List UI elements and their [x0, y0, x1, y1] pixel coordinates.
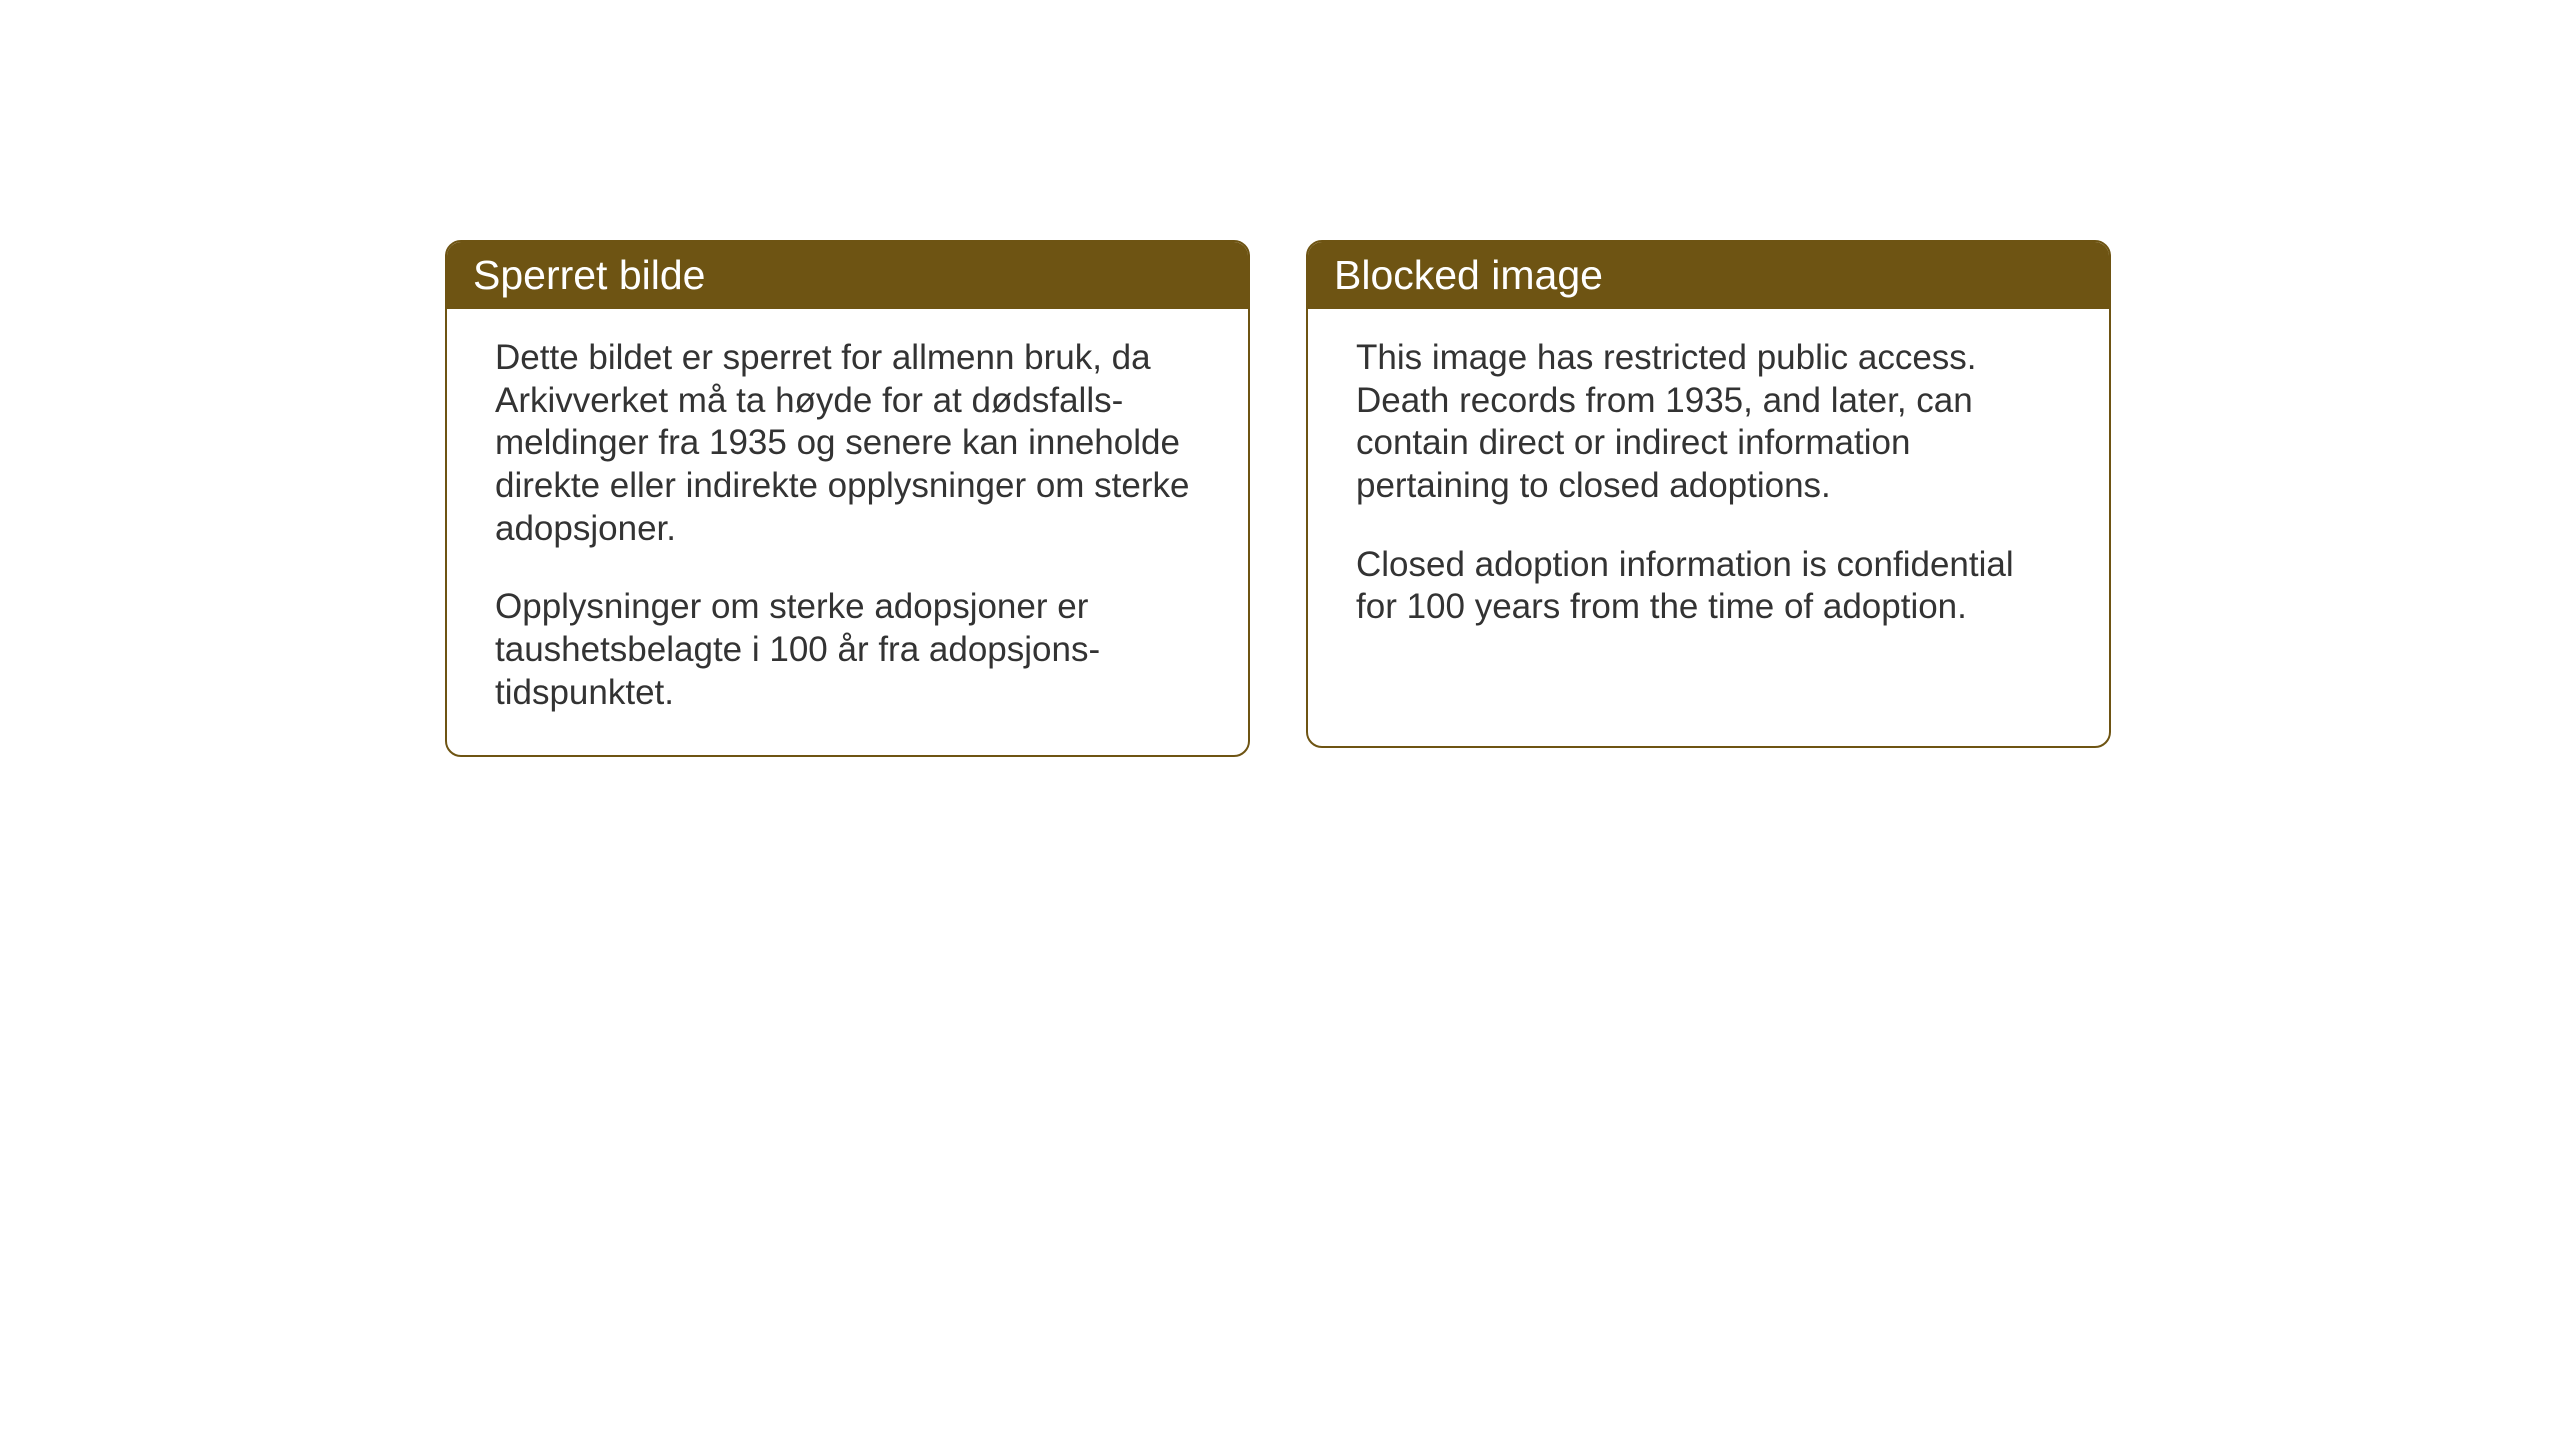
norwegian-card: Sperret bilde Dette bildet er sperret fo… — [445, 240, 1250, 757]
norwegian-card-body: Dette bildet er sperret for allmenn bruk… — [447, 309, 1248, 755]
english-card-body: This image has restricted public access.… — [1308, 309, 2109, 669]
norwegian-card-title: Sperret bilde — [447, 242, 1248, 309]
cards-container: Sperret bilde Dette bildet er sperret fo… — [445, 240, 2111, 757]
english-paragraph-2: Closed adoption information is confident… — [1356, 544, 2061, 629]
english-card-title: Blocked image — [1308, 242, 2109, 309]
english-card: Blocked image This image has restricted … — [1306, 240, 2111, 748]
norwegian-paragraph-1: Dette bildet er sperret for allmenn bruk… — [495, 337, 1200, 550]
english-paragraph-1: This image has restricted public access.… — [1356, 337, 2061, 508]
norwegian-paragraph-2: Opplysninger om sterke adopsjoner er tau… — [495, 586, 1200, 714]
